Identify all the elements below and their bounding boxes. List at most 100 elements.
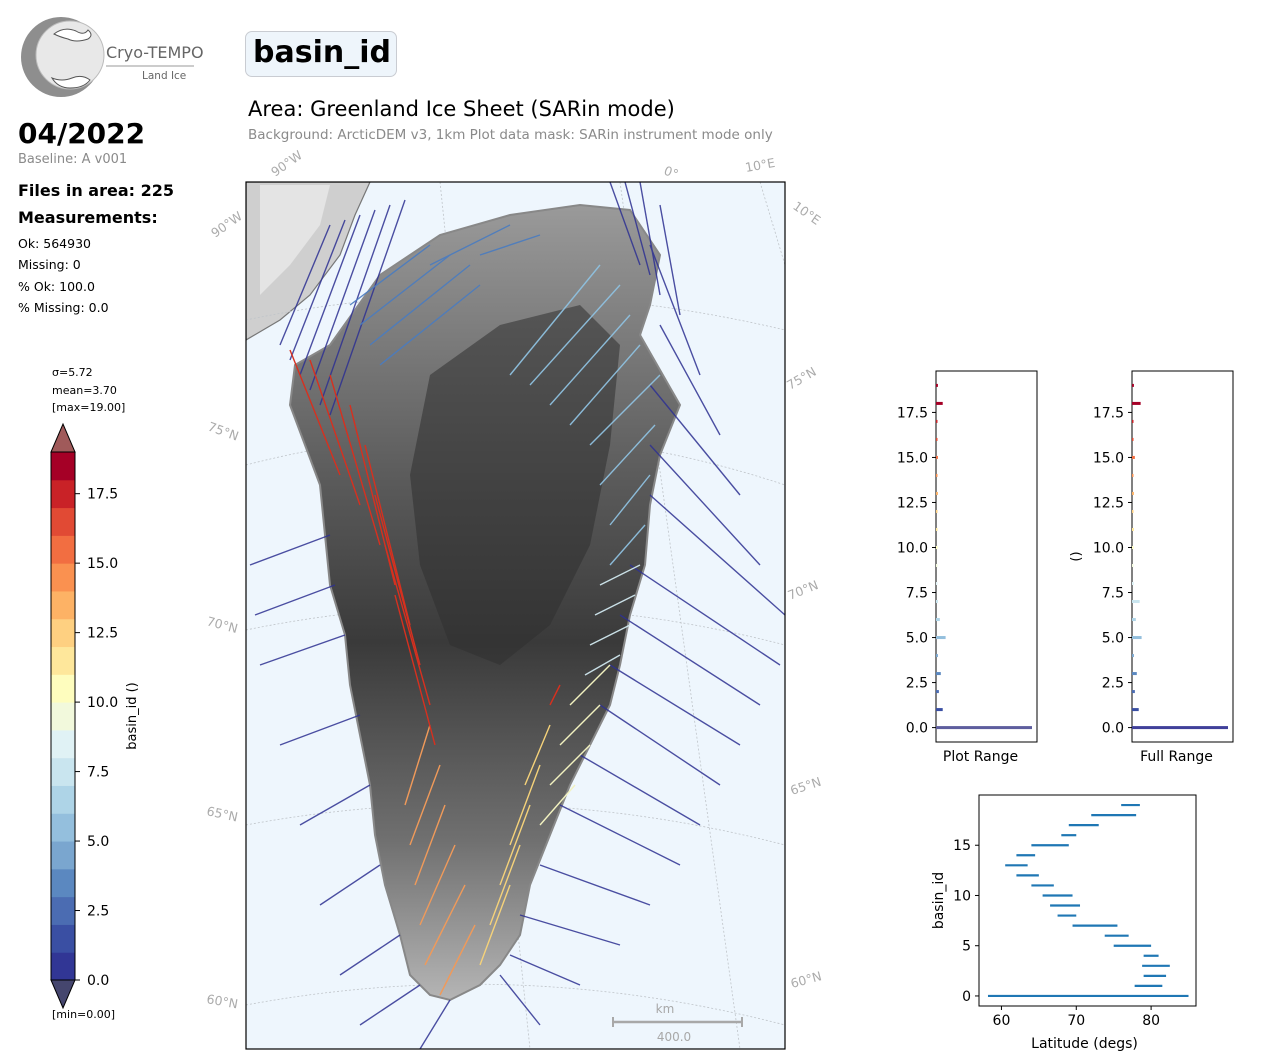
colorbar-cell <box>51 452 75 481</box>
histogram-ytick-label: 12.5 <box>1093 495 1124 511</box>
percent-ok: % Ok: 100.0 <box>18 279 95 294</box>
logo-subtitle: Land Ice <box>142 70 186 82</box>
colorbar-cell <box>51 646 75 675</box>
variable-box: basin_id <box>245 31 397 77</box>
histogram-bar <box>936 383 938 387</box>
histogram-bar <box>1132 564 1134 568</box>
colorbar-cell <box>51 952 75 981</box>
histogram-ytick-label: 0.0 <box>1102 721 1124 737</box>
lon-label-90w-left: 90°W <box>208 208 245 240</box>
lon-label-10e-right: 10°E <box>790 198 823 228</box>
measurements-heading: Measurements: <box>18 208 158 227</box>
histogram-bar <box>1132 618 1136 622</box>
colorbar-sigma: σ=5.72 <box>52 366 93 379</box>
latitude-xtick-label: 70 <box>1067 1013 1085 1029</box>
variable-name: basin_id <box>253 35 391 70</box>
lat-label-75n-left: 75°N <box>206 419 241 444</box>
colorbar-cell <box>51 674 75 703</box>
latitude-ytick-label: 0 <box>962 989 971 1005</box>
period-date: 04/2022 <box>18 117 146 150</box>
histogram-ytick-label: 12.5 <box>897 495 928 511</box>
colorbar-tick-label: 2.5 <box>87 904 109 920</box>
histogram-bar <box>936 401 943 405</box>
histogram-bar <box>936 654 938 658</box>
histogram-bar <box>1132 636 1142 640</box>
histogram-ytick-label: 10.0 <box>897 540 928 556</box>
histogram-bar <box>1132 437 1134 441</box>
latitude-xlabel: Latitude (degs) <box>1031 1036 1138 1052</box>
lat-label-70n-right: 70°N <box>786 577 821 603</box>
histogram-bar <box>936 582 938 586</box>
histogram-bar <box>1132 527 1134 531</box>
histogram-ytick-label: 0.0 <box>906 721 928 737</box>
lon-label-90w-top: 90°W <box>268 147 305 179</box>
colorbar-max: [max=19.00] <box>52 401 126 414</box>
histogram-bar <box>1132 491 1134 495</box>
colorbar-cell <box>51 618 75 648</box>
histogram-bar <box>1132 545 1134 549</box>
histogram-bar <box>1132 708 1139 712</box>
colorbar-cell <box>51 785 75 814</box>
lat-label-60n-right: 60°N <box>789 968 823 991</box>
lon-label-0: 0° <box>662 163 680 182</box>
area-title: Area: Greenland Ice Sheet (SARin mode) <box>248 97 675 121</box>
colorbar-cell <box>51 896 75 925</box>
histogram-ytick-label: 7.5 <box>906 586 928 602</box>
histogram-bar <box>936 564 938 568</box>
lat-label-70n-left: 70°N <box>205 613 239 636</box>
ok-count: Ok: 564930 <box>18 236 91 251</box>
full-range-histogram: 0.0 2.5 5.0 7.5 10.0 12.5 15.0 17.5 Full Range () <box>1069 370 1234 765</box>
latitude-ytick-label: 5 <box>962 939 971 955</box>
lat-label-75n-right: 75°N <box>784 364 819 393</box>
logo-name: Cryo-TEMPO <box>106 43 204 62</box>
latitude-xtick-label: 60 <box>993 1013 1011 1029</box>
colorbar-cell <box>51 479 75 509</box>
histogram-ytick-label: 5.0 <box>1102 631 1124 647</box>
colorbar-cell <box>51 757 75 786</box>
colorbar-cell <box>51 729 75 759</box>
histogram-xlabel: Plot Range <box>943 749 1018 765</box>
scale-unit: km <box>656 1002 675 1016</box>
lon-label-10e-top: 10°E <box>744 155 776 175</box>
colorbar-cell <box>51 563 75 592</box>
colorbar-tick-label: 7.5 <box>87 765 109 781</box>
files-count: Files in area: 225 <box>18 181 174 200</box>
colorbar-min: [min=0.00] <box>52 1008 116 1021</box>
histogram-bar <box>1132 600 1140 604</box>
latitude-range-chart: 60 70 80 0 5 10 15 Latitude (degs) basin_id <box>931 794 1197 1052</box>
track-overlay <box>249 182 785 1049</box>
colorbar: 0.0 2.5 5.0 7.5 10.0 12.5 15.0 17.5 basin_id () <box>50 422 140 1010</box>
colorbar-tick-label: 12.5 <box>87 626 118 642</box>
histogram-bar <box>1132 473 1134 477</box>
histogram-frame <box>1131 370 1234 743</box>
area-subtitle: Background: ArcticDEM v3, 1km Plot data … <box>248 127 773 143</box>
histogram-panels: 0.0 2.5 5.0 7.5 10.0 12.5 15.0 17.5 Plot Range 0… <box>897 370 1234 765</box>
plot-range-histogram: 0.0 2.5 5.0 7.5 10.0 12.5 15.0 17.5 Plot Range <box>897 370 1038 765</box>
histogram-bar <box>1132 455 1135 459</box>
colorbar-cell <box>51 841 75 870</box>
greenland-map: km 400.0 90°W 90°W 0° 10°E 10°E 75°N 70°… <box>205 147 824 1050</box>
histogram-ytick-label: 5.0 <box>906 631 928 647</box>
histogram-bar <box>1132 690 1135 694</box>
histogram-bar <box>936 726 1032 730</box>
lat-label-65n-right: 65°N <box>788 774 823 798</box>
colorbar-cell <box>51 868 75 898</box>
histogram-bar <box>1132 726 1228 730</box>
colorbar-cell <box>51 702 75 731</box>
histogram-bar <box>936 491 938 495</box>
colorbar-min-arrow <box>50 979 76 1010</box>
colorbar-max-arrow <box>50 422 76 453</box>
colorbar-tick-label: 17.5 <box>87 487 118 503</box>
histogram-bar <box>1132 383 1134 387</box>
map-scale-bar: km 400.0 <box>612 1002 743 1044</box>
histogram-bar <box>1132 582 1134 586</box>
colorbar-tick-label: 0.0 <box>87 973 109 989</box>
histogram-bar <box>1132 419 1134 423</box>
histogram-bar <box>1132 509 1134 513</box>
histogram-bar <box>936 545 938 549</box>
histogram-bar <box>936 600 938 604</box>
histogram-bar <box>1132 401 1141 405</box>
colorbar-cell <box>51 507 75 536</box>
histogram-ylabel: () <box>1069 551 1084 561</box>
histogram-bar <box>936 437 938 441</box>
